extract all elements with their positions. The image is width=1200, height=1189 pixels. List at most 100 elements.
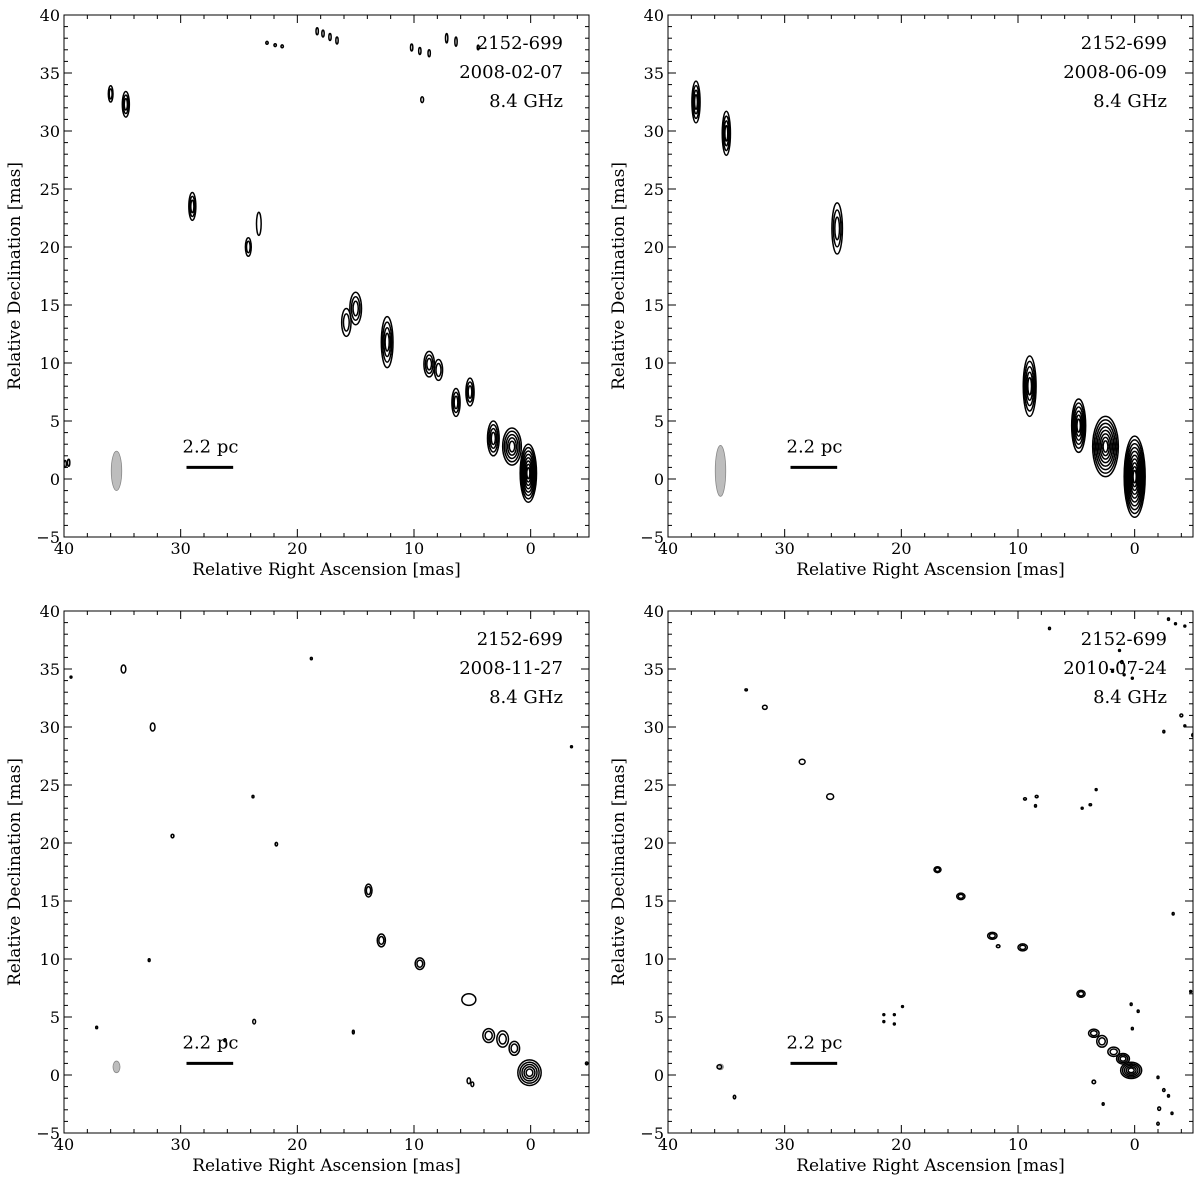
contour-component bbox=[892, 1012, 897, 1017]
source-label: 2152-699 bbox=[1081, 33, 1167, 54]
contour-level bbox=[1034, 794, 1039, 799]
contour-level bbox=[900, 1004, 905, 1009]
contour-level bbox=[524, 460, 533, 487]
contour-level bbox=[484, 1030, 494, 1041]
contour-level bbox=[505, 433, 519, 460]
beam-ellipse bbox=[110, 450, 123, 492]
contour-level bbox=[342, 313, 350, 332]
contour-level bbox=[1096, 426, 1115, 467]
y-tick-label: 40 bbox=[40, 6, 60, 25]
x-axis-label: Relative Right Ascension [mas] bbox=[192, 1156, 461, 1176]
contour-component bbox=[255, 211, 262, 237]
contour-level bbox=[501, 427, 523, 466]
contour-level bbox=[892, 1022, 897, 1026]
contour-component bbox=[900, 1004, 905, 1009]
contour-level bbox=[1087, 1028, 1100, 1039]
y-tick-label: 35 bbox=[644, 660, 664, 679]
contour-level bbox=[521, 450, 536, 497]
x-tick-label: 20 bbox=[287, 1135, 307, 1154]
contour-component bbox=[569, 744, 574, 749]
contour-level bbox=[1127, 1067, 1135, 1074]
scale-bar-label: 2.2 pc bbox=[787, 436, 843, 457]
y-tick-label: 20 bbox=[40, 238, 60, 257]
contour-level bbox=[378, 935, 385, 946]
y-tick-label: 35 bbox=[644, 64, 664, 83]
contour-level bbox=[569, 744, 574, 749]
contour-level bbox=[384, 332, 390, 352]
x-axis-label: Relative Right Ascension [mas] bbox=[796, 1156, 1065, 1176]
contour-level bbox=[1132, 469, 1138, 484]
contour-component bbox=[107, 85, 114, 103]
epoch-label: 2008-06-09 bbox=[1063, 62, 1167, 83]
x-tick-label: 40 bbox=[54, 539, 74, 558]
contour-component bbox=[508, 1040, 521, 1057]
contour-component bbox=[1115, 1052, 1131, 1065]
contour-level bbox=[506, 437, 518, 456]
y-tick-label: 0 bbox=[50, 470, 60, 489]
source-label: 2152-699 bbox=[1081, 629, 1167, 650]
contour-component bbox=[274, 841, 279, 847]
contour-level bbox=[1102, 440, 1109, 453]
contour-level bbox=[107, 85, 114, 103]
x-tick-label: 0 bbox=[1130, 539, 1140, 558]
contour-level bbox=[521, 1063, 538, 1082]
contour-level bbox=[1130, 1026, 1135, 1031]
contour-level bbox=[732, 1094, 737, 1100]
contour-component bbox=[251, 794, 255, 799]
y-tick-label: 0 bbox=[654, 470, 664, 489]
x-tick-label: 40 bbox=[54, 1135, 74, 1154]
contour-level bbox=[1074, 410, 1084, 441]
contour-level bbox=[1156, 1106, 1162, 1112]
contour-component bbox=[1183, 624, 1187, 628]
contour-level bbox=[365, 885, 372, 896]
panel-2: 40 30 20 10 0 −5 0 5 10 15 20 25 30 35 40 Relative Righ… bbox=[609, 6, 1194, 580]
contour-component bbox=[1101, 1102, 1105, 1106]
y-tick-label: 10 bbox=[644, 354, 664, 373]
contour-level bbox=[328, 32, 332, 42]
contour-component bbox=[420, 96, 425, 104]
contour-component bbox=[309, 656, 314, 661]
contour-level bbox=[1171, 911, 1175, 916]
x-axis-label: Relative Right Ascension [mas] bbox=[796, 560, 1065, 580]
contour-level bbox=[1161, 1087, 1166, 1093]
contour-level bbox=[503, 430, 521, 463]
contour-level bbox=[1089, 1029, 1098, 1037]
contour-level bbox=[525, 463, 532, 483]
contour-level bbox=[986, 931, 998, 941]
contour-level bbox=[122, 94, 130, 115]
contour-level bbox=[244, 236, 252, 258]
contour-component bbox=[1156, 1106, 1162, 1112]
contour-level bbox=[1094, 787, 1098, 792]
contour-component bbox=[64, 459, 68, 469]
contour-level bbox=[1166, 1093, 1171, 1098]
x-tick-label: 30 bbox=[170, 539, 190, 558]
contour-component bbox=[1096, 1034, 1108, 1048]
contour-level bbox=[831, 202, 844, 255]
contour-component bbox=[732, 1094, 737, 1100]
contour-component bbox=[1161, 1087, 1166, 1093]
contour-level bbox=[69, 675, 73, 679]
contour-level bbox=[1127, 450, 1142, 503]
contour-level bbox=[255, 211, 262, 237]
contour-level bbox=[476, 44, 480, 51]
contour-level bbox=[426, 357, 433, 371]
contour-component bbox=[1119, 1061, 1143, 1080]
contour-component bbox=[1191, 732, 1193, 738]
contour-component bbox=[1129, 1002, 1133, 1007]
contour-component bbox=[882, 1012, 886, 1017]
contour-level bbox=[1183, 624, 1187, 628]
y-axis-label: Relative Declination [mas] bbox=[609, 162, 629, 390]
contour-level bbox=[716, 1064, 723, 1070]
contour-level bbox=[482, 1027, 496, 1044]
contour-component bbox=[1087, 1028, 1100, 1039]
contour-component bbox=[825, 792, 835, 801]
contour-level bbox=[223, 1038, 227, 1043]
contour-component bbox=[1091, 1079, 1097, 1085]
contour-level bbox=[424, 354, 434, 375]
panel-3: 40 30 20 10 0 −5 0 5 10 15 20 25 30 35 40 Relative Righ… bbox=[5, 602, 590, 1176]
contour-level bbox=[1070, 398, 1087, 454]
contour-level bbox=[1073, 406, 1085, 445]
contour-component bbox=[721, 110, 732, 157]
y-tick-label: 10 bbox=[644, 950, 664, 969]
frequency-label: 8.4 GHz bbox=[1093, 91, 1167, 112]
